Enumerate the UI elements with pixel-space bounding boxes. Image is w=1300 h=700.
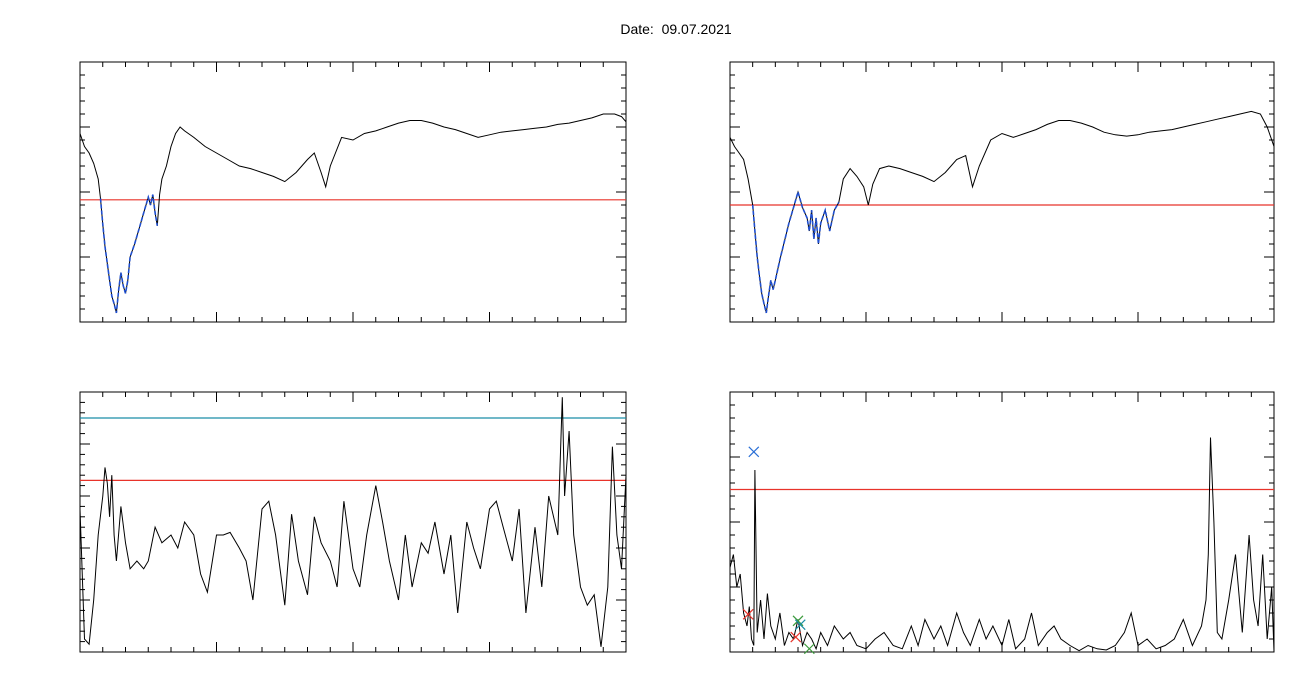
event-marker [742, 608, 754, 620]
marker-stroke [742, 608, 754, 620]
data-series [79, 397, 627, 647]
event-marker [748, 446, 760, 458]
date-title: Date: 09.07.2021 [620, 21, 732, 37]
plot-frame [79, 61, 627, 323]
event-marker [803, 643, 815, 655]
storm-segment [99, 194, 159, 314]
marker-stroke [748, 446, 760, 458]
marker-stroke [794, 619, 806, 631]
plot-frame [729, 61, 1275, 323]
data-series [729, 437, 1275, 653]
marker-stroke [792, 615, 804, 627]
panel-il-ppn-nal [729, 61, 1275, 323]
marker-stroke [790, 631, 802, 643]
storm-segment [751, 189, 840, 314]
plot-frame [729, 391, 1275, 653]
plot-frame [79, 391, 627, 653]
panel-delta-x [79, 391, 627, 653]
event-marker [794, 619, 806, 631]
data-series [729, 110, 1275, 314]
data-series [79, 113, 627, 314]
panel-il-ppn-sor [79, 61, 627, 323]
marker-stroke [803, 643, 815, 655]
event-marker [790, 631, 802, 643]
panel-horizontal-power [729, 391, 1275, 655]
